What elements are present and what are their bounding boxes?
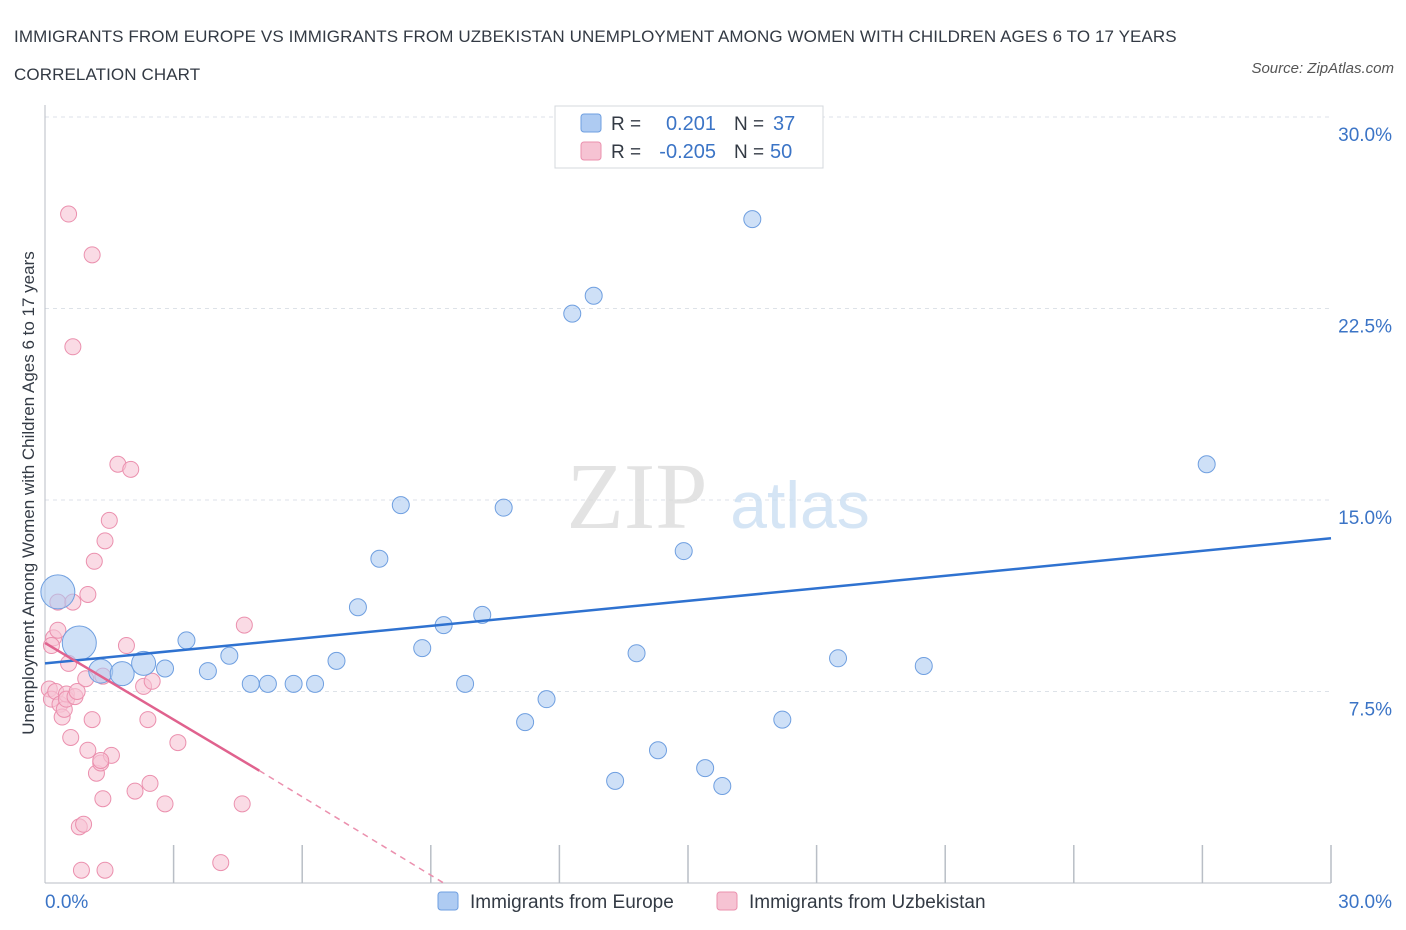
legend-swatch-uzbekistan	[580, 141, 602, 161]
europe-point	[829, 649, 848, 668]
europe-point	[456, 674, 475, 693]
europe-point	[1197, 455, 1216, 474]
europe-point	[198, 662, 217, 681]
uzbekistan-point	[141, 774, 159, 792]
legend-bottom-uzbekistan: Immigrants from Uzbekistan	[749, 892, 986, 913]
uzbekistan-point	[72, 861, 90, 879]
chart-title: IMMIGRANTS FROM EUROPE VS IMMIGRANTS FRO…	[14, 27, 1177, 84]
uzbekistan-point	[96, 532, 114, 550]
europe-point	[773, 710, 792, 729]
europe-point	[40, 574, 76, 610]
x-tick-label: 0.0%	[45, 892, 88, 913]
europe-point	[648, 741, 667, 760]
y-axis-label: Unemployment Among Women with Children A…	[19, 251, 38, 735]
uzbekistan-point	[92, 751, 110, 769]
uzbekistan-point	[235, 616, 253, 634]
uzbekistan-point	[122, 460, 140, 478]
europe-point	[494, 498, 513, 517]
uzbekistan-point	[169, 734, 187, 752]
uzbekistan-point	[62, 728, 80, 746]
legend-r-value: -0.205	[659, 141, 716, 163]
x-tick-label: 30.0%	[1338, 892, 1392, 913]
europe-point	[537, 690, 556, 709]
europe-point	[413, 639, 432, 658]
europe-point	[473, 605, 492, 624]
europe-point	[177, 631, 196, 650]
europe-point	[713, 776, 732, 795]
europe-point	[627, 644, 646, 663]
uzbekistan-points	[40, 205, 253, 879]
legend-bottom: Immigrants from Europe Immigrants from U…	[437, 891, 986, 913]
legend-n-value: 37	[773, 113, 795, 135]
europe-point	[284, 674, 303, 693]
uzbekistan-point	[100, 511, 118, 529]
europe-point	[220, 646, 239, 665]
europe-point	[743, 210, 762, 229]
europe-point	[131, 650, 157, 676]
europe-point	[348, 598, 367, 617]
y-tick-label: 7.5%	[1349, 700, 1392, 721]
legend-r-value: 0.201	[666, 113, 716, 135]
uzbekistan-point	[79, 741, 97, 759]
gridlines	[45, 116, 1331, 692]
uzbekistan-point	[96, 861, 114, 879]
uzbekistan-point	[143, 672, 161, 690]
axes	[44, 105, 1332, 884]
europe-point	[327, 651, 346, 670]
europe-point	[109, 661, 135, 687]
uzbekistan-point	[49, 621, 67, 639]
legend-bottom-swatch-europe	[437, 891, 459, 911]
uzbekistan-point	[79, 585, 97, 603]
uzbekistan-point	[85, 552, 103, 570]
trend-lines	[44, 537, 1332, 884]
uzbekistan-point	[156, 795, 174, 813]
legend-bottom-europe: Immigrants from Europe	[470, 892, 674, 913]
uzbekistan-point	[139, 711, 157, 729]
uzbekistan-point	[83, 711, 101, 729]
legend-r-label: R =	[611, 114, 641, 135]
europe-point	[306, 674, 325, 693]
y-tick-label: 15.0%	[1338, 508, 1392, 529]
uzbekistan-point	[117, 637, 135, 655]
europe-point	[241, 674, 260, 693]
legend-bottom-swatch-uzbekistan	[716, 891, 738, 911]
uzbekistan-point	[75, 815, 93, 833]
europe-point	[563, 304, 582, 323]
uzbekistan-point	[126, 782, 144, 800]
uzbekistan-point	[68, 683, 86, 700]
source-label: Source: ZipAtlas.com	[1251, 60, 1394, 77]
europe-point	[606, 771, 625, 790]
legend-n-value: 50	[770, 141, 792, 163]
uzbekistan-point	[83, 246, 101, 264]
europe-point	[696, 759, 715, 778]
uzbekistan-trend-extension	[258, 770, 445, 884]
legend-r-label: R =	[611, 142, 641, 163]
legend-swatch-europe	[580, 113, 602, 133]
legend-top: R = 0.201 N = 37 R = -0.205 N = 50	[554, 105, 824, 169]
europe-point	[674, 542, 693, 561]
watermark-zip: ZIP	[567, 445, 708, 549]
uzbekistan-point	[233, 795, 251, 813]
europe-points	[40, 210, 1216, 795]
uzbekistan-point	[94, 790, 112, 808]
y-tick-label: 30.0%	[1338, 125, 1392, 146]
europe-point	[914, 656, 933, 675]
europe-point	[258, 674, 277, 693]
europe-point	[391, 496, 410, 515]
legend-n-label: N =	[734, 142, 764, 163]
uzbekistan-point	[60, 205, 78, 223]
europe-point	[516, 713, 535, 732]
y-tick-label: 22.5%	[1338, 317, 1392, 338]
uzbekistan-point	[212, 854, 230, 872]
legend-n-label: N =	[734, 114, 764, 135]
tick-labels: 7.5% 15.0% 22.5% 30.0% 0.0% 30.0%	[45, 125, 1392, 913]
uzbekistan-point	[64, 338, 82, 356]
uzbekistan-trend-line	[44, 641, 260, 772]
watermark-atlas: atlas	[730, 468, 869, 542]
europe-point	[584, 286, 603, 305]
europe-point	[370, 549, 389, 568]
europe-trend-line	[44, 537, 1332, 665]
europe-point	[156, 659, 175, 678]
